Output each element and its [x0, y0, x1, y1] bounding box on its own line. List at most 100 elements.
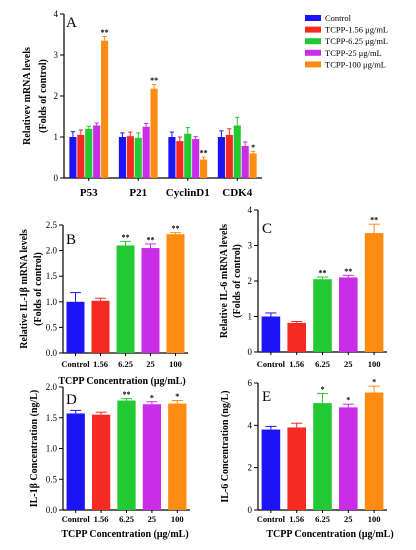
- y-tick-label: 1: [54, 132, 59, 142]
- x-tick-label: Control: [62, 514, 91, 524]
- bar: [339, 277, 358, 352]
- panel-letter: D: [66, 392, 77, 408]
- y-axis-title: IL-6 Concentration (ng/L): [220, 390, 231, 502]
- chart-panel-b: 0.0 0.5 1.0 1.5 2.0 2.5 Relative IL-1β mRNA le…: [19, 220, 188, 387]
- y-tick-label: 1: [248, 312, 253, 322]
- x-tick-label: 1.56: [289, 359, 304, 369]
- x-tick-label: Control: [61, 359, 90, 369]
- legend-item: TCPP-25 μg/mL: [325, 48, 382, 58]
- panel-letter: C: [262, 221, 272, 237]
- significance-label: *: [321, 385, 325, 394]
- significance-label: **: [123, 390, 131, 399]
- significance-label: **: [200, 149, 208, 158]
- y-axis-title: Relative IL-1β mRNA levels: [19, 229, 30, 349]
- y-axis-title: (Folds of control): [38, 59, 49, 133]
- panel-letter: E: [262, 389, 271, 405]
- legend-item: Control: [325, 13, 352, 23]
- y-axis-title: Relative IL-6 mRNA levels: [219, 224, 230, 338]
- bar: [91, 300, 110, 353]
- chart-panel-e: 0 2 4 6 IL-6 Concentration (ng/L) E * * * Control…: [220, 378, 394, 540]
- x-tick-label: Control: [257, 359, 286, 369]
- y-tick-label: 6: [248, 378, 253, 388]
- y-tick-label: 0.5: [46, 474, 58, 484]
- bar: [261, 316, 281, 352]
- x-tick-label: 25: [344, 359, 353, 369]
- bar: [126, 136, 134, 178]
- y-tick-label: 0: [248, 347, 253, 357]
- x-tick-label: 6.25: [315, 359, 330, 369]
- y-axis-title: IL-1β Concentration (ng/L): [29, 390, 40, 508]
- bar: [117, 400, 136, 510]
- significance-label: *: [150, 393, 154, 402]
- significance-label: **: [370, 216, 378, 225]
- bar: [142, 404, 162, 510]
- x-tick-label: CyclinD1: [166, 187, 210, 199]
- x-tick-label: 1.56: [94, 514, 109, 524]
- bar: [142, 126, 150, 178]
- x-tick-label: P21: [129, 187, 147, 199]
- significance-label: **: [172, 224, 180, 233]
- bar: [261, 429, 281, 510]
- significance-label: **: [147, 235, 155, 244]
- bar: [241, 146, 249, 178]
- bar: [200, 159, 208, 178]
- bar: [116, 245, 135, 353]
- legend-item: TCPP-1.56 μg/mL: [325, 25, 388, 35]
- bar: [364, 392, 384, 510]
- bar: [77, 134, 85, 178]
- bar: [184, 133, 192, 178]
- x-tick-label: 100: [171, 514, 184, 524]
- bar: [168, 137, 176, 178]
- legend-swatch: [305, 38, 321, 45]
- x-tick-label: 6.25: [118, 359, 133, 369]
- bar: [313, 279, 332, 352]
- bar: [313, 403, 332, 510]
- significance-label: *: [346, 396, 350, 405]
- chart-panel-a: 0 1 2 3 4 Relativev mRNA levels (Folds of cont…: [22, 9, 388, 199]
- y-axis-title: Relativev mRNA levels: [22, 47, 33, 145]
- y-tick-label: 2.0: [46, 246, 58, 256]
- significance-label: **: [319, 269, 327, 278]
- bar: [141, 248, 160, 353]
- significance-label: **: [122, 233, 130, 242]
- chart-panel-c: 0 1 2 3 4 Relative IL-6 mRNA levels (Folds of …: [219, 205, 387, 369]
- y-tick-label: 1.5: [46, 271, 58, 281]
- bar: [287, 322, 306, 352]
- y-tick-label: 4: [54, 9, 59, 19]
- bar: [101, 40, 109, 179]
- y-axis-title: (Folds of control): [33, 252, 44, 326]
- bar: [66, 301, 85, 353]
- x-tick-label: 25: [344, 514, 353, 524]
- x-axis-title: TCPP Concentration (μg/mL): [266, 529, 393, 540]
- y-tick-label: 4: [248, 420, 253, 430]
- y-tick-label: 3: [248, 241, 253, 251]
- x-tick-label: 25: [146, 359, 155, 369]
- bar: [176, 141, 184, 178]
- significance-label: **: [150, 76, 158, 85]
- x-tick-label: 100: [368, 359, 381, 369]
- legend-swatch: [305, 26, 321, 33]
- bar: [233, 125, 241, 178]
- y-tick-label: 1.5: [46, 413, 58, 423]
- x-tick-label: 6.25: [119, 514, 134, 524]
- legend-swatch: [305, 49, 321, 56]
- x-tick-label: 6.25: [315, 514, 330, 524]
- significance-label: *: [175, 392, 179, 401]
- x-tick-label: 100: [169, 359, 182, 369]
- significance-label: *: [372, 378, 376, 387]
- bar: [249, 153, 257, 178]
- y-axis-title: (Folds of control): [232, 244, 243, 318]
- bar: [225, 134, 233, 178]
- significance-label: **: [101, 28, 109, 37]
- x-tick-label: Control: [257, 514, 286, 524]
- y-tick-label: 4: [248, 205, 253, 215]
- bar: [339, 407, 358, 510]
- y-tick-label: 2.5: [46, 220, 58, 230]
- y-tick-label: 0.5: [46, 322, 58, 332]
- significance-label: *: [251, 143, 255, 152]
- bar: [364, 233, 384, 352]
- x-tick-label: CDK4: [222, 187, 252, 199]
- bar: [118, 137, 126, 178]
